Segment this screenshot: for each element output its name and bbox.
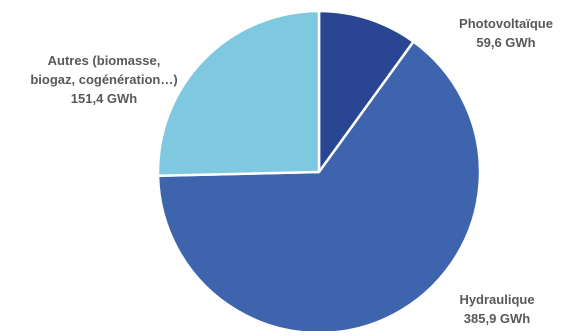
- pie-slice-hydraulique: [156, 40, 482, 335]
- data-label-hydraulique: Hydraulique 385,9 GWh: [459, 292, 534, 326]
- data-label-line: biogaz, cogénération…): [30, 72, 177, 87]
- data-label-line: Photovoltaïque: [459, 16, 553, 31]
- data-label-line: Hydraulique: [459, 292, 534, 307]
- data-label-line: 59,6 GWh: [476, 35, 535, 50]
- pie-slice-photovoltaique: [317, 9, 415, 174]
- pie-slice-autres: [156, 9, 321, 177]
- data-label-line: 385,9 GWh: [464, 311, 531, 326]
- slices-layer: [156, 9, 482, 335]
- data-label-line: Autres (biomasse,: [48, 53, 161, 68]
- data-label-photovoltaique: Photovoltaïque 59,6 GWh: [459, 16, 553, 50]
- labels-layer: Photovoltaïque 59,6 GWh Hydraulique 385,9 G…: [30, 16, 553, 326]
- data-label-autres: Autres (biomasse, biogaz, cogénération…) 1…: [30, 53, 177, 106]
- data-label-line: 151,4 GWh: [71, 91, 138, 106]
